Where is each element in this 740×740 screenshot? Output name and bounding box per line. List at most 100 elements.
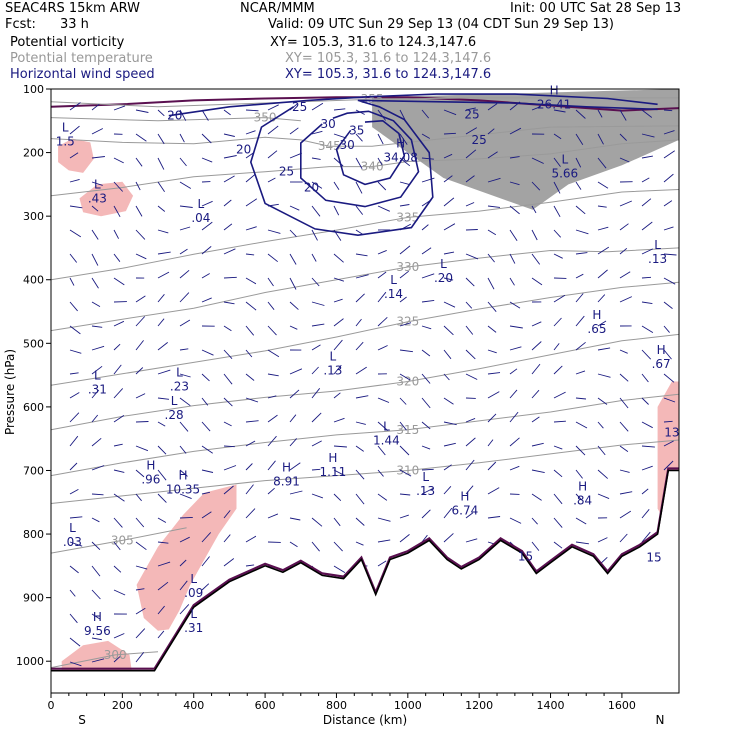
extremum-kind-19: H <box>328 451 337 465</box>
wind-vector-626 <box>641 155 653 159</box>
y-tick-label-800: 800 <box>23 528 44 541</box>
wind-vector-197 <box>245 226 257 231</box>
wind-vector-185 <box>223 510 231 519</box>
init-label: Init: 00 UTC Sat 28 Sep 13 <box>510 1 682 16</box>
extremum-kind-0: L <box>62 121 69 135</box>
wind-vector-224 <box>267 301 275 310</box>
wind-vector-206 <box>245 440 256 447</box>
wind-vector-325 <box>355 421 366 425</box>
extremum-kind-12: L <box>94 368 101 382</box>
theta-contour-340 <box>50 139 680 197</box>
extremum-value-18: 8.91 <box>273 475 300 489</box>
wind-vector-494 <box>509 437 520 447</box>
wind-vector-245 <box>289 229 297 238</box>
model-label: SEAC4RS 15km ARW <box>5 1 141 16</box>
extremum-kind-20: L <box>422 470 429 484</box>
wind-vector-251 <box>289 368 303 375</box>
y-tick-label-700: 700 <box>23 464 44 477</box>
extremum-kind-26: H <box>93 610 102 624</box>
wind-vector-61 <box>113 415 125 423</box>
extremum-value-24: .09 <box>184 586 203 600</box>
wind-vector-10 <box>69 349 82 354</box>
wind-vector-81 <box>135 316 146 327</box>
extremum-kind-22: H <box>578 480 587 494</box>
wind-vector-219 <box>267 177 276 183</box>
wind-vector-662 <box>663 440 674 447</box>
wind-vector-13 <box>69 412 80 423</box>
wind-vector-33 <box>91 325 103 328</box>
field-xy-pv: XY= 105.3, 31.6 to 124.3,147.6 <box>270 35 477 50</box>
wind-vector-275 <box>311 366 319 375</box>
extremum-value-16: .96 <box>141 473 160 487</box>
wind-vector-173 <box>223 223 233 231</box>
wind-vector-563 <box>575 370 586 375</box>
wind-vector-320 <box>355 293 365 303</box>
wind-vector-180 <box>223 397 233 407</box>
wind-vector-146 <box>201 157 213 163</box>
wind-vector-229 <box>267 414 278 423</box>
wind-vector-566 <box>575 445 586 456</box>
wind-speed-contour-25 <box>249 99 658 237</box>
wind-vector-400 <box>421 487 434 495</box>
wind-vector-77 <box>135 229 146 240</box>
y-tick-label-100: 100 <box>23 83 44 96</box>
wind-vector-layer <box>69 101 677 672</box>
wind-vector-324 <box>355 395 369 399</box>
wind-vector-386 <box>421 157 434 160</box>
wind-vector-653 <box>663 226 674 231</box>
extremum-value-7: .14 <box>384 287 403 301</box>
wind-vector-410 <box>443 153 453 159</box>
wind-vector-440 <box>465 301 473 309</box>
wind-vector-194 <box>245 152 255 159</box>
wind-vector-580 <box>597 205 607 208</box>
wind-vector-76 <box>135 205 143 217</box>
wind-vector-85 <box>135 421 149 423</box>
wind-vector-634 <box>641 349 652 360</box>
wind-vector-591 <box>597 469 608 479</box>
wind-vector-63 <box>113 469 125 473</box>
wind-vector-336 <box>377 109 386 121</box>
theta-label-350: 350 <box>254 111 277 125</box>
wind-vector-649 <box>663 130 675 135</box>
wind-vector-330 <box>355 541 364 546</box>
wind-vector-385 <box>421 133 431 139</box>
extremum-value-2: .04 <box>191 211 210 225</box>
wind-vector-227 <box>267 373 279 377</box>
field-xy-wind: XY= 105.3, 31.6 to 124.3,147.6 <box>285 67 492 82</box>
wind-vector-323 <box>355 366 367 375</box>
wind-vector-221 <box>267 229 281 234</box>
wind-vector-509 <box>531 229 538 241</box>
wind-vector-187 <box>223 558 235 567</box>
wind-vector-436 <box>465 202 475 207</box>
wind-vector-93 <box>135 607 146 615</box>
wind-vector-32 <box>91 301 101 307</box>
wind-vector-107 <box>157 369 171 375</box>
wind-vector-564 <box>575 397 587 400</box>
wind-vector-265 <box>311 130 323 135</box>
extremum-value-25: .31 <box>184 621 203 635</box>
wind-vector-302 <box>333 445 347 448</box>
wind-vector-106 <box>157 342 168 351</box>
wind-vector-271 <box>311 277 320 287</box>
wind-vector-354 <box>377 539 391 543</box>
extremum-kind-24: L <box>190 572 197 586</box>
wind-vector-306 <box>333 541 343 552</box>
wind-vector-624 <box>641 109 653 118</box>
wind-vector-126 <box>179 248 188 255</box>
wind-vector-99 <box>157 181 165 193</box>
wind-vector-395 <box>421 373 431 384</box>
x-tick-label-0: 0 <box>48 699 55 712</box>
wind-vector-458 <box>487 151 498 159</box>
wind-vector-267 <box>311 181 323 189</box>
field-name-theta: Potential temperature <box>10 51 153 66</box>
wind-speed-contour-20 <box>168 93 658 117</box>
wind-vector-230 <box>267 435 277 447</box>
wind-vector-495 <box>509 465 520 471</box>
wind-vector-589 <box>597 421 604 429</box>
wind-vector-6 <box>69 253 78 263</box>
wind-vector-393 <box>421 325 432 330</box>
wind-vector-0 <box>69 102 81 111</box>
wind-vector-369 <box>399 322 412 327</box>
wind-vector-546 <box>553 541 563 549</box>
